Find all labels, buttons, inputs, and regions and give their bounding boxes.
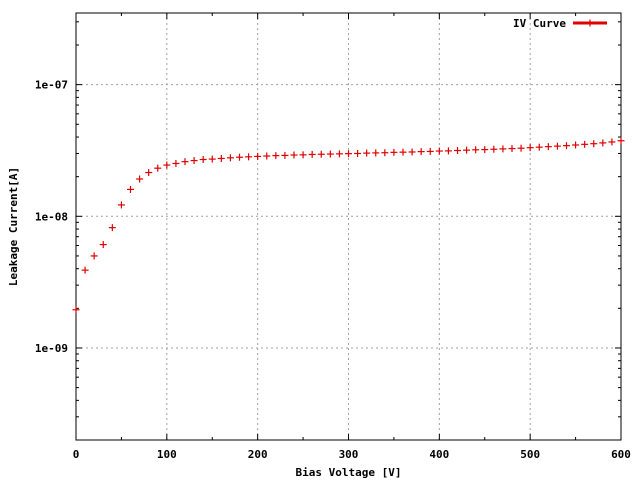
data-point — [317, 150, 325, 158]
data-point — [236, 153, 243, 161]
data-point — [363, 149, 371, 157]
legend-label: IV Curve — [513, 17, 566, 30]
data-point — [290, 151, 298, 159]
data-point — [226, 154, 234, 162]
y-axis-label: Leakage Current[A] — [7, 167, 20, 286]
data-point — [435, 147, 443, 155]
data-point — [535, 143, 543, 151]
data-point — [544, 143, 552, 151]
data-point — [117, 201, 125, 209]
data-point — [399, 148, 407, 156]
data-point — [326, 150, 334, 158]
data-point — [335, 150, 343, 158]
legend: IV Curve — [513, 17, 607, 30]
data-point — [81, 266, 89, 274]
plot-frame — [75, 12, 622, 441]
data-point — [163, 161, 171, 169]
data-point — [572, 141, 580, 149]
x-axis-label: Bias Voltage [V] — [296, 466, 402, 479]
data-point — [208, 155, 216, 163]
data-point — [254, 152, 262, 160]
data-point — [72, 306, 80, 314]
data-point — [563, 142, 570, 150]
data-point — [381, 149, 389, 157]
data-point — [417, 148, 425, 156]
data-points — [72, 137, 625, 314]
grid-lines — [76, 13, 621, 440]
data-point — [372, 149, 380, 157]
data-point — [181, 158, 189, 166]
x-tick-label: 600 — [611, 448, 631, 461]
data-point — [136, 175, 144, 183]
data-point — [263, 152, 271, 160]
data-point — [472, 146, 480, 154]
data-point — [608, 138, 616, 146]
data-point — [90, 252, 98, 260]
data-point — [199, 156, 207, 164]
data-point — [108, 224, 116, 232]
data-point — [154, 164, 162, 172]
data-point — [426, 147, 434, 155]
data-point — [481, 146, 489, 154]
y-tick-label: 1e-08 — [35, 210, 68, 223]
data-point — [127, 185, 134, 193]
data-point — [354, 149, 362, 157]
data-point — [345, 150, 352, 158]
data-point — [490, 145, 498, 153]
x-tick-label: 500 — [520, 448, 540, 461]
data-point — [508, 145, 516, 153]
data-point — [617, 137, 625, 145]
data-point — [517, 144, 525, 152]
y-tick-label: 1e-09 — [35, 342, 68, 355]
axis-ticks: 0 100 200 300 400 500 600 1e-09 1e-08 1e-07 — [35, 13, 631, 461]
x-tick-label: 300 — [339, 448, 359, 461]
data-point — [281, 151, 289, 159]
data-point — [308, 150, 316, 158]
data-point — [590, 140, 598, 148]
data-point — [272, 152, 280, 160]
data-point — [217, 154, 225, 162]
data-point — [390, 148, 398, 156]
legend-point-sample — [586, 19, 594, 27]
data-point — [599, 139, 607, 147]
x-tick-label: 100 — [157, 448, 177, 461]
x-tick-label: 0 — [73, 448, 80, 461]
data-point — [190, 157, 198, 165]
data-point — [99, 241, 107, 249]
y-tick-label: 1e-07 — [35, 79, 68, 92]
data-point — [145, 169, 153, 177]
x-tick-label: 200 — [248, 448, 268, 461]
data-point — [499, 145, 507, 153]
data-point — [553, 142, 561, 150]
data-point — [172, 159, 180, 167]
data-point — [245, 153, 253, 161]
data-point — [444, 147, 452, 155]
data-point — [299, 151, 307, 159]
x-tick-label: 400 — [429, 448, 449, 461]
data-point — [454, 147, 461, 155]
data-point — [526, 144, 534, 152]
data-point — [463, 146, 471, 154]
data-point — [408, 148, 416, 156]
data-point — [581, 140, 589, 148]
